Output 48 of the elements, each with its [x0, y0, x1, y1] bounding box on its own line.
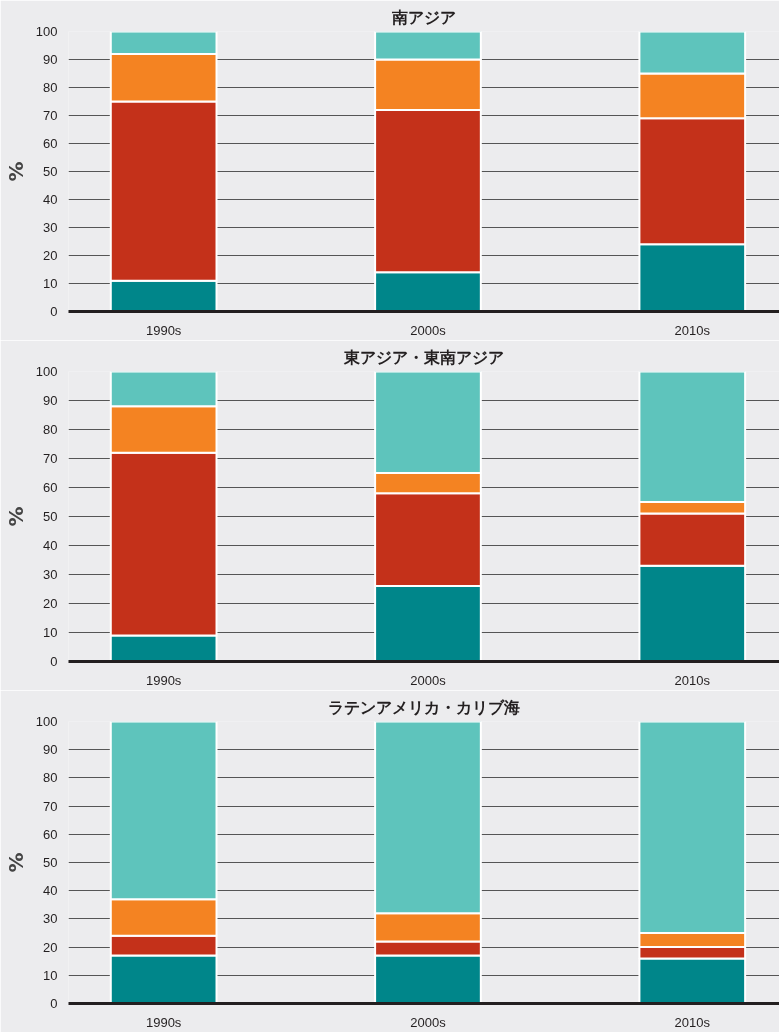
y-tick-label: 70: [43, 108, 58, 123]
y-tick-label: 60: [43, 136, 58, 151]
y-tick-label: 10: [43, 967, 58, 983]
y-axis-title: %: [3, 161, 28, 182]
y-tick-label: 40: [43, 192, 58, 207]
x-tick-label: 2000s: [410, 1014, 447, 1030]
y-tick-label: 20: [43, 248, 58, 263]
y-tick-label: 80: [43, 422, 58, 437]
y-tick-label: 0: [50, 304, 58, 319]
y-tick-label: 10: [43, 276, 58, 291]
y-tick-label: 50: [43, 855, 58, 870]
x-tick-label: 1990s: [145, 1014, 182, 1030]
y-tick-label: 20: [43, 939, 58, 955]
x-tick-label: 2010s: [674, 672, 711, 688]
x-tick-label: 2000s: [410, 322, 447, 338]
y-tick-label: 90: [43, 52, 58, 67]
y-axis-title: %: [3, 852, 28, 873]
y-tick-label: 80: [43, 770, 58, 786]
chart-title: 南アジア: [391, 7, 456, 27]
x-tick-label: 2000s: [410, 672, 447, 688]
y-tick-label: 10: [43, 625, 58, 640]
y-tick-label: 90: [43, 742, 58, 758]
y-axis-title: %: [3, 506, 28, 527]
y-tick-label: 0: [50, 996, 58, 1011]
y-tick-label: 100: [35, 364, 58, 379]
y-tick-label: 30: [43, 911, 58, 927]
y-tick-label: 70: [43, 451, 58, 466]
x-tick-label: 1990s: [145, 672, 182, 688]
chart-title: 東アジア・東南アジア: [343, 347, 504, 367]
y-tick-label: 40: [43, 883, 58, 899]
y-tick-label: 30: [43, 220, 58, 235]
y-tick-label: 20: [43, 596, 58, 611]
y-tick-label: 90: [43, 393, 58, 408]
y-tick-label: 80: [43, 80, 58, 95]
y-tick-label: 50: [43, 164, 58, 179]
y-tick-label: 60: [43, 826, 58, 842]
y-tick-label: 30: [43, 567, 58, 582]
y-tick-label: 60: [43, 480, 58, 495]
y-tick-label: 100: [35, 714, 58, 729]
chart-title: ラテンアメリカ・カリブ海: [328, 697, 520, 717]
y-tick-label: 0: [50, 654, 58, 669]
x-tick-label: 2010s: [674, 322, 711, 338]
x-tick-label: 2010s: [674, 1014, 711, 1030]
y-tick-label: 70: [43, 798, 58, 814]
y-tick-label: 40: [43, 538, 58, 553]
y-tick-label: 100: [35, 24, 58, 39]
y-tick-label: 50: [43, 509, 58, 524]
x-tick-label: 1990s: [145, 322, 182, 338]
